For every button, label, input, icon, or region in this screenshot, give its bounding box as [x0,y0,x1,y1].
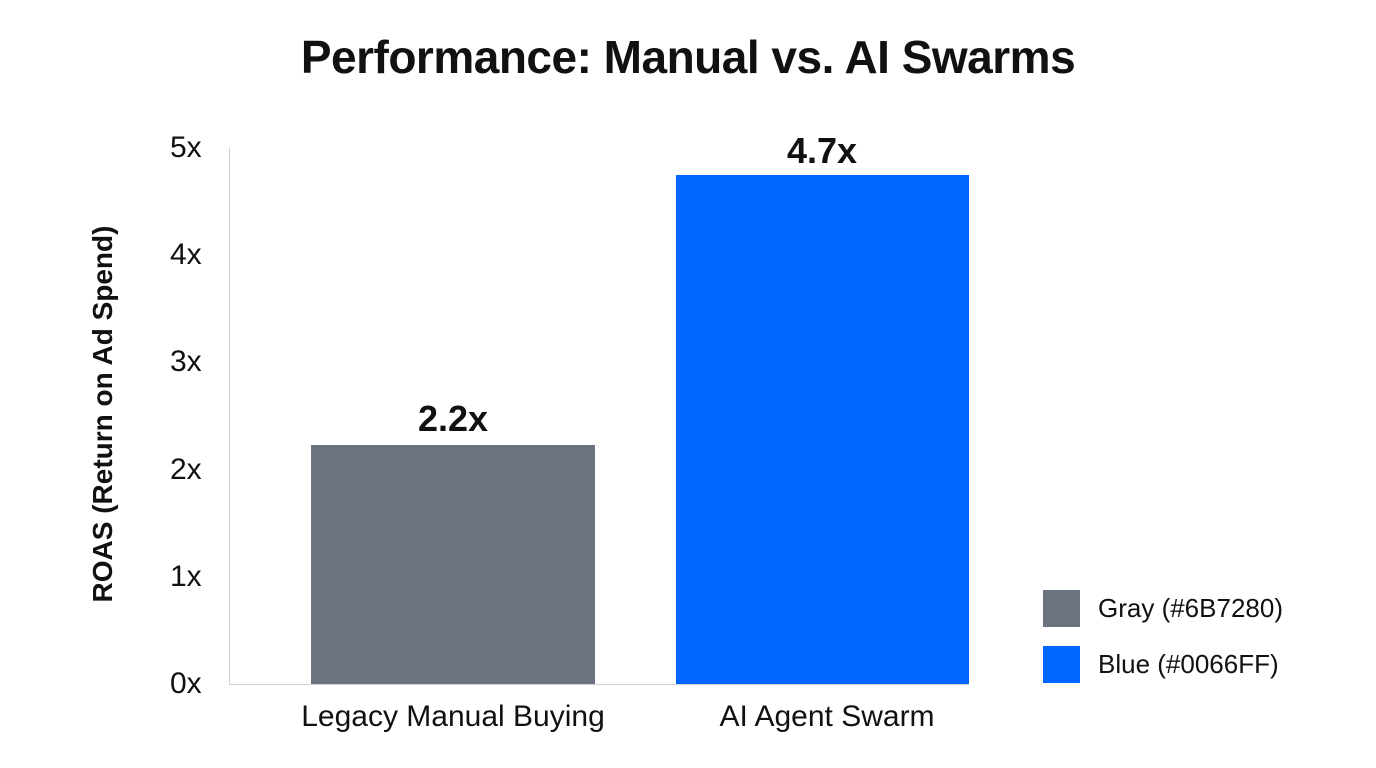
x-category-ai: AI Agent Swarm [719,700,935,733]
x-category-legacy: Legacy Manual Buying [301,700,605,733]
y-axis-label: ROAS (Return on Ad Spend) [87,225,118,603]
y-axis-line [229,148,230,684]
legend-swatch-gray [1043,590,1080,627]
y-tick-4: 4x [170,238,202,271]
y-tick-3: 3x [170,345,202,378]
y-tick-5: 5x [170,131,202,164]
y-tick-1: 1x [170,560,202,593]
bar-legacy-manual-buying [311,445,595,684]
legend-item-gray: Gray (#6B7280) [1043,590,1283,627]
legend-swatch-blue [1043,646,1080,683]
y-tick-2: 2x [170,453,202,486]
bar-ai-agent-swarm [676,175,969,684]
y-tick-0: 0x [170,667,202,700]
bar-value-label-legacy: 2.2x [417,398,489,439]
legend-label-gray: Gray (#6B7280) [1098,593,1283,623]
legend-label-blue: Blue (#0066FF) [1098,649,1279,679]
legend-item-blue: Blue (#0066FF) [1043,646,1279,683]
chart-title: Performance: Manual vs. AI Swarms [300,31,1076,83]
bar-value-label-ai: 4.7x [786,130,858,171]
x-axis-line [229,684,969,685]
